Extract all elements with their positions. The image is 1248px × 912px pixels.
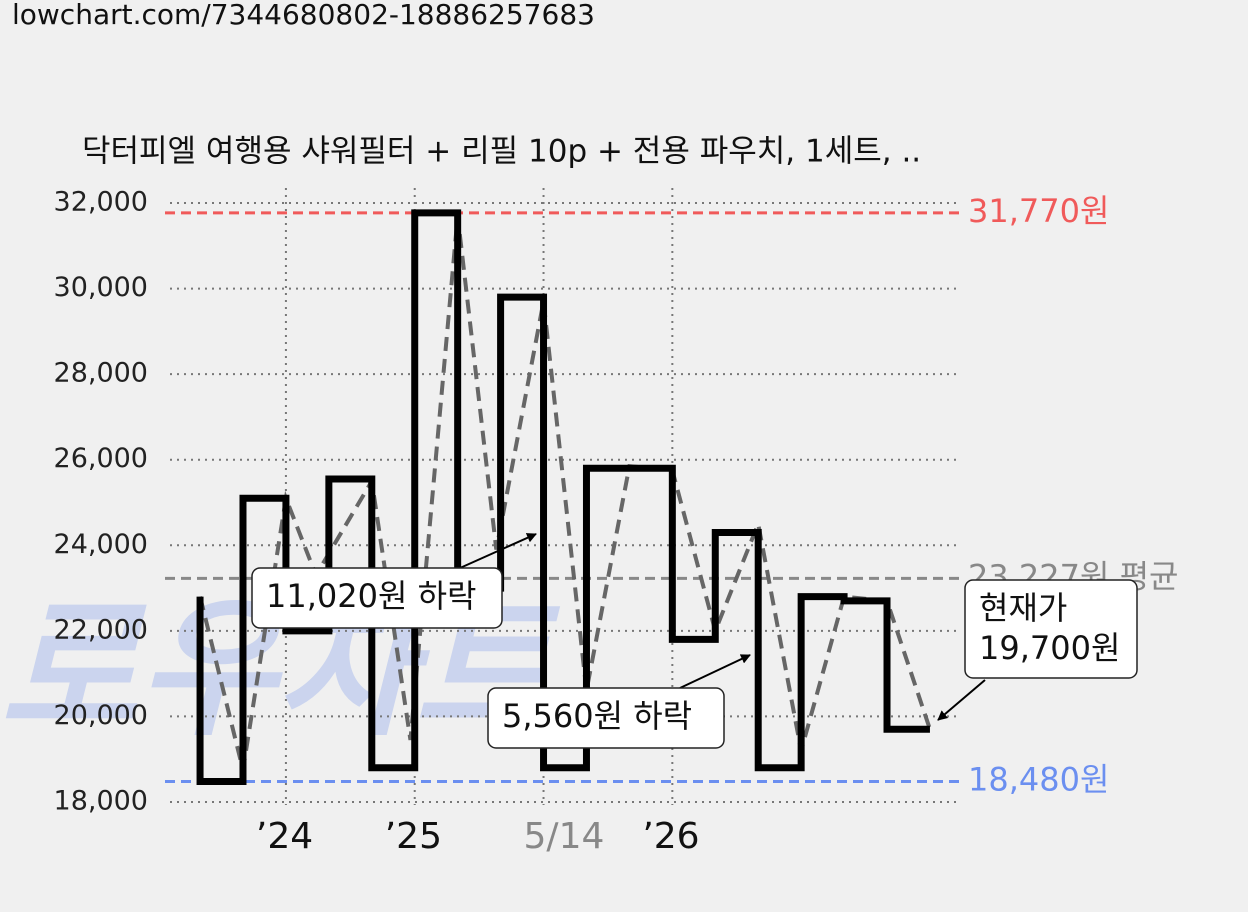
y-tick-label: 18,000 — [54, 786, 148, 817]
x-tick-label: ’26 — [642, 816, 699, 857]
annotation-line: 5,560원 하락 — [502, 697, 692, 735]
annotation-text: 5,560원 하락 — [502, 697, 692, 735]
annotation-arrow — [679, 654, 751, 689]
annotation-line: 19,700원 — [979, 629, 1120, 667]
y-tick-label: 32,000 — [54, 187, 148, 218]
annotation-line: 현재가 — [979, 589, 1067, 627]
price-line — [196, 209, 930, 785]
y-tick-label: 22,000 — [54, 614, 148, 645]
reference-label: 31,770원 — [968, 192, 1109, 230]
chart-title: 닥터피엘 여행용 샤워필터 + 리필 10p + 전용 파우치, 1세트, .. — [82, 134, 921, 170]
annotation-box — [251, 567, 503, 629]
y-tick-label: 30,000 — [54, 272, 148, 303]
y-tick-label: 26,000 — [54, 443, 148, 474]
annotation-arrow — [459, 533, 537, 569]
annotation-line: 11,020원 하락 — [266, 577, 476, 615]
annotation-text: 11,020원 하락 — [266, 577, 476, 615]
y-tick-label: 28,000 — [54, 358, 148, 389]
x-tick-label: 5/14 — [524, 816, 605, 857]
url: lowchart.com/7344680802-18886257683 — [12, 0, 595, 31]
annotation-arrow — [937, 679, 986, 721]
x-tick-label: ’24 — [256, 816, 313, 857]
reference-label: 18,480원 — [968, 760, 1109, 798]
annotation-box — [964, 579, 1138, 679]
annotation-box — [487, 687, 725, 749]
y-tick-label: 20,000 — [54, 700, 148, 731]
annotation-text: 현재가 19,700원 — [979, 589, 1120, 667]
x-tick-label: ’25 — [385, 816, 442, 857]
trend-line — [198, 215, 932, 771]
y-tick-label: 24,000 — [54, 529, 148, 560]
